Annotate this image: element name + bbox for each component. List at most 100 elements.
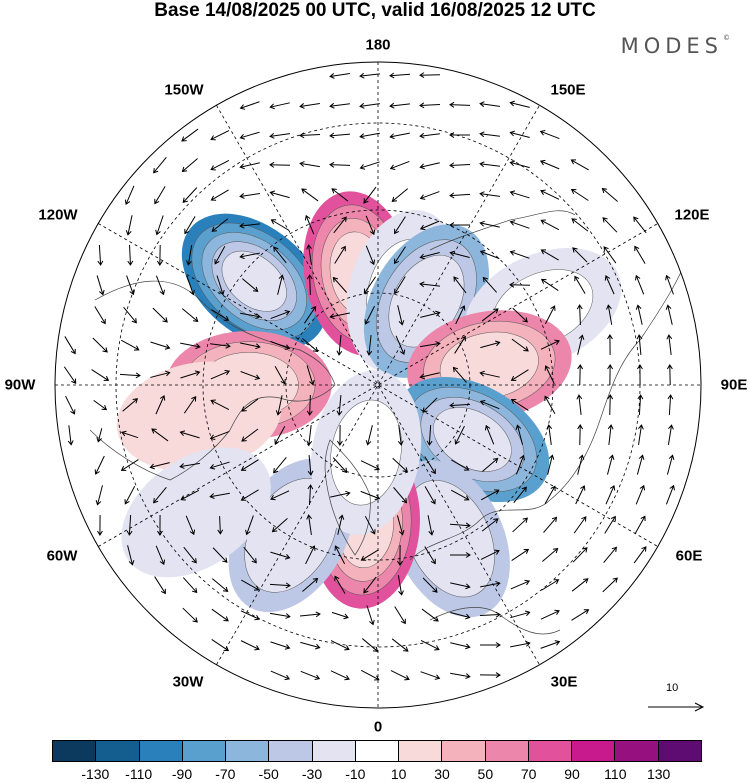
wind-arrow [571, 218, 589, 232]
lon-label-150e: 150E [550, 81, 586, 99]
wind-arrow [363, 276, 377, 295]
wind-arrow [211, 218, 229, 232]
colorbar [52, 740, 702, 762]
wind-arrow [482, 276, 498, 293]
colorbar-swatch [225, 741, 269, 761]
colorbar-ticks: -130 -110 -90 -70 -50 -30 -10 10 30 50 70 90 110 130 [0, 766, 750, 783]
wind-arrow [275, 395, 283, 416]
wind-arrow [667, 394, 674, 416]
wind-arrow [365, 245, 376, 266]
wind-arrow [451, 459, 470, 471]
wind-arrow [124, 185, 135, 206]
colorbar-tick-label: -30 [301, 766, 323, 782]
wind-arrow [245, 515, 254, 536]
colorbar-swatch [614, 741, 658, 761]
wind-arrow [181, 128, 199, 142]
wind-arrow [577, 424, 584, 446]
wind-arrow [274, 425, 286, 445]
wind-arrow [330, 640, 350, 651]
wind-arrow [270, 341, 291, 350]
wind-arrow [540, 339, 560, 350]
wind-arrow [420, 341, 441, 348]
colorbar-swatch [441, 741, 485, 761]
wind-arrow [509, 220, 530, 229]
wind-arrow [512, 307, 528, 323]
wind-arrow [602, 217, 618, 233]
wind-arrow [241, 579, 260, 591]
wind-arrow [126, 514, 133, 536]
wind-arrow [359, 72, 380, 79]
wind-arrow [449, 522, 471, 529]
colorbar-tick-label: 90 [564, 766, 580, 782]
wind-arrow [119, 372, 141, 379]
wind-arrow [209, 461, 230, 470]
greenland-coast [324, 439, 371, 556]
lon-label-150w: 150W [164, 81, 204, 99]
wind-arrow [607, 424, 614, 445]
wind-arrow [365, 425, 373, 446]
wind-arrow [184, 216, 196, 235]
wind-arrow [337, 424, 343, 446]
wind-arrow [397, 305, 405, 326]
wind-arrow [336, 394, 343, 416]
wind-arrow [481, 308, 499, 322]
lon-label-90e: 90E [720, 376, 748, 394]
wind-arrow [329, 312, 350, 320]
lon-label-60e: 60E [675, 547, 703, 565]
wind-arrow [239, 101, 260, 110]
wind-arrow [124, 485, 136, 505]
wind-arrow [360, 490, 381, 500]
wind-arrow [240, 371, 261, 380]
wind-arrow [270, 612, 291, 619]
coastlines [89, 210, 691, 635]
wind-arrow [269, 132, 290, 139]
wind-arrow [329, 72, 350, 79]
wind-arrow [604, 515, 616, 534]
wind-arrow [509, 190, 530, 199]
colorbar-tick-label: -110 [125, 766, 153, 782]
wind-arrow [479, 611, 501, 618]
wind-arrow [300, 611, 321, 618]
wind-arrow [127, 244, 134, 266]
wind-arrow [334, 575, 346, 594]
wind-arrow [479, 220, 500, 228]
anomaly-n-america-high [116, 361, 282, 472]
brand-mark: © [723, 34, 730, 42]
wind-arrow [480, 489, 500, 501]
colorbar-tick-label: -90 [171, 766, 193, 782]
wind-arrow [212, 578, 229, 593]
wind-arrow [155, 275, 165, 296]
wind-arrow [269, 190, 290, 199]
wind-arrow [94, 455, 105, 475]
wind-arrow [217, 516, 224, 535]
colorbar-tick-label: 30 [434, 766, 450, 782]
wind-arrow [666, 454, 675, 475]
wind-arrow [479, 191, 500, 198]
wind-arrow [179, 462, 200, 469]
wind-arrow [65, 395, 76, 415]
wind-arrow [331, 188, 349, 202]
colorbar-tick-label: 70 [520, 766, 537, 782]
wind-arrow [449, 101, 471, 108]
wind-arrow [397, 544, 403, 566]
wind-arrow [547, 454, 555, 475]
wind-arrow [419, 162, 440, 170]
wind-arrow [239, 252, 260, 260]
wind-arrow [364, 515, 376, 535]
wind-arrow [424, 546, 436, 565]
wind-arrow [299, 102, 320, 109]
wind-arrow [270, 641, 291, 650]
wind-arrow [571, 578, 589, 592]
wind-arrow [299, 132, 321, 139]
wind-arrow [419, 102, 441, 109]
colorbar-tick-label: 50 [477, 766, 494, 782]
wind-vectors [63, 72, 675, 681]
wind-arrow [480, 549, 500, 560]
wind-arrow [577, 454, 585, 475]
lon-label-120e: 120E [674, 206, 710, 224]
wind-arrow [482, 457, 499, 472]
wind-arrow [419, 72, 441, 79]
colorbar-tick-label: -10 [345, 766, 366, 782]
wind-arrow [274, 366, 286, 385]
wind-arrow [241, 398, 259, 412]
